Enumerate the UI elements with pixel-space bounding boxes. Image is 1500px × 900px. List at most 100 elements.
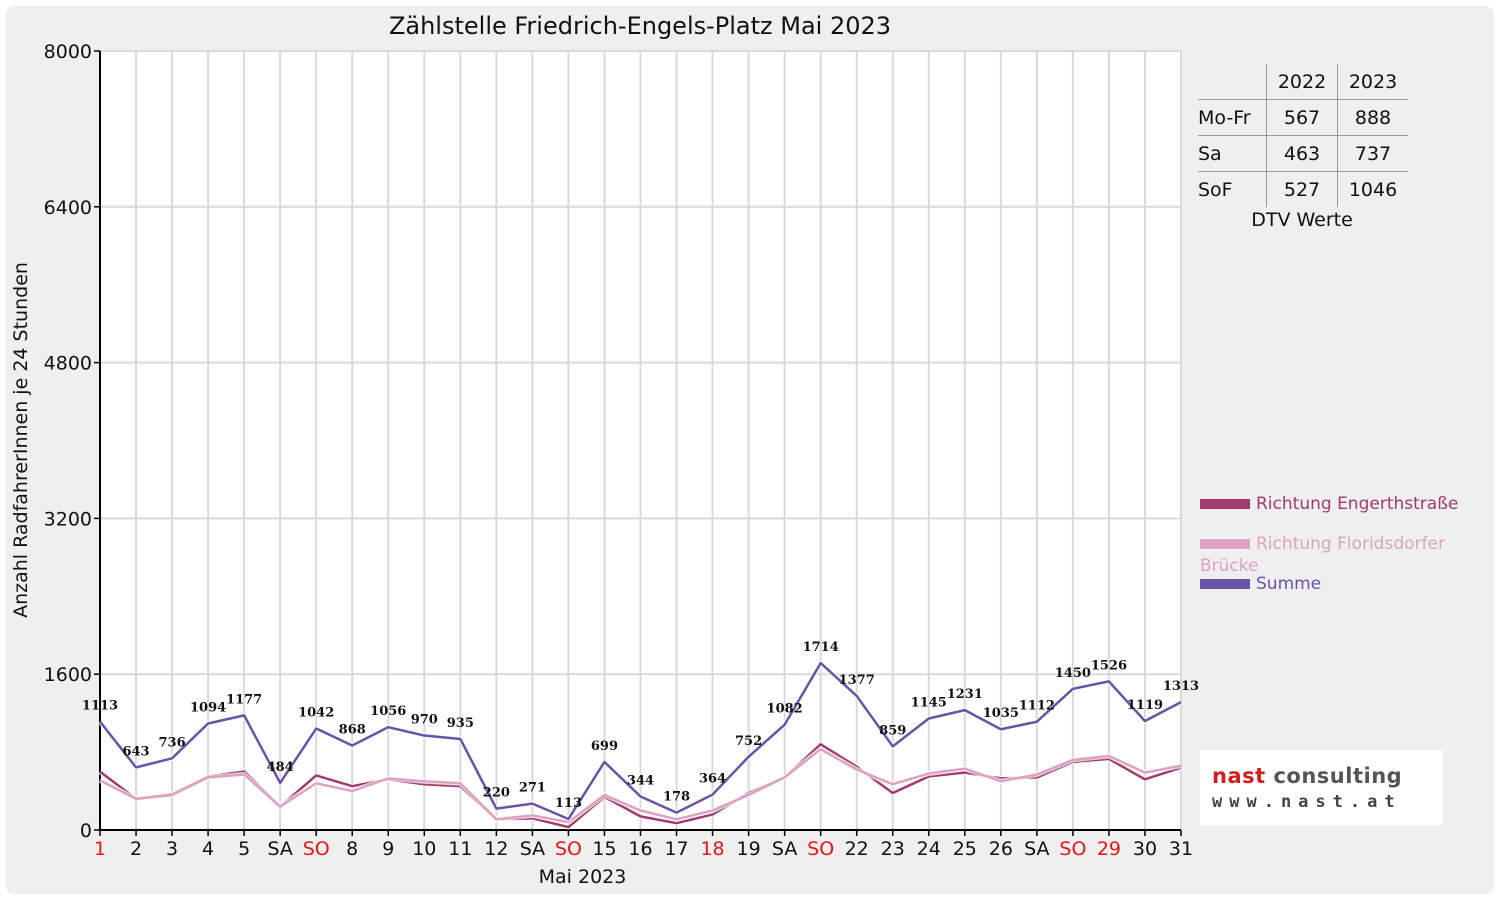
x-tick-label: 2 (130, 838, 142, 860)
dtv-header-2022: 2022 (1266, 64, 1338, 100)
x-tick-label: 19 (737, 838, 761, 860)
y-tick-label: 1600 (44, 664, 92, 686)
legend-item-floridsdorfer-bruecke: Richtung Floridsdorfer Brücke (1200, 533, 1500, 576)
dtv-row-label: SoF (1198, 171, 1267, 207)
y-tick-label: 0 (80, 820, 92, 842)
data-label: 699 (591, 739, 618, 754)
data-label: 113 (555, 796, 582, 811)
x-tick-label: 24 (917, 838, 941, 860)
chart-title: Zählstelle Friedrich-Engels-Platz Mai 20… (388, 12, 892, 40)
y-tick-label: 8000 (44, 41, 92, 63)
x-tick-label: SA (772, 838, 797, 860)
y-tick-label: 4800 (44, 353, 92, 375)
x-tick-label: 16 (628, 838, 652, 860)
dtv-row-sof: SoF 527 1046 (1198, 171, 1408, 207)
data-label: 364 (699, 772, 726, 787)
legend-swatch (1200, 499, 1250, 509)
x-tick-label: 8 (346, 838, 358, 860)
legend-label: Richtung Engerthstraße (1256, 494, 1459, 514)
x-tick-label: SO (555, 838, 582, 860)
data-label: 344 (627, 774, 654, 789)
data-label: 859 (879, 723, 906, 738)
data-label: 1714 (803, 640, 839, 655)
x-tick-label: SO (303, 838, 330, 860)
x-tick-label: 1 (94, 838, 106, 860)
x-tick-label: SA (520, 838, 545, 860)
x-tick-label: 26 (989, 838, 1013, 860)
x-tick-label: SA (1024, 838, 1049, 860)
legend-label: Summe (1256, 574, 1322, 594)
dtv-value: 527 (1266, 171, 1338, 207)
series-line-2 (99, 747, 1182, 824)
series-line-3 (99, 661, 1182, 821)
x-tick-label: 30 (1133, 838, 1157, 860)
dtv-row-label: Sa (1198, 135, 1267, 172)
x-tick-label: 31 (1169, 838, 1193, 860)
data-label: 1042 (298, 706, 334, 721)
data-label: 1119 (1127, 698, 1163, 713)
dtv-value: 1046 (1337, 171, 1408, 207)
data-label: 1082 (767, 702, 803, 717)
dtv-value: 737 (1337, 135, 1408, 172)
x-tick-label: 22 (845, 838, 869, 860)
data-label: 1094 (190, 700, 226, 715)
legend-label: Richtung Floridsdorfer Brücke (1200, 534, 1445, 576)
x-tick-label: SO (807, 838, 834, 860)
x-tick-label: 11 (448, 838, 472, 860)
legend-item-engerthstrasse: Richtung Engerthstraße (1200, 493, 1458, 515)
x-tick-label: 10 (412, 838, 436, 860)
data-label: 1145 (911, 696, 947, 711)
x-tick-label: 5 (238, 838, 250, 860)
x-tick-label: 23 (881, 838, 905, 860)
x-tick-label: 15 (592, 838, 616, 860)
y-tick-label: 3200 (44, 508, 92, 530)
data-label: 178 (663, 790, 690, 805)
data-label: 1450 (1055, 666, 1091, 681)
logo-wordmark: nast consulting (1212, 764, 1403, 788)
data-label: 970 (411, 713, 438, 728)
dtv-row-label: Mo-Fr (1198, 99, 1267, 136)
x-tick-label: 9 (382, 838, 394, 860)
logo-url: www.nast.at (1212, 792, 1402, 812)
y-axis-title: Anzahl RadfahrerInnen je 24 Stunden (10, 262, 32, 618)
data-label: 643 (122, 744, 149, 759)
data-label: 220 (483, 786, 510, 801)
data-label: 1177 (226, 692, 262, 707)
data-label: 1035 (983, 706, 1019, 721)
dtv-caption: DTV Werte (1251, 209, 1353, 231)
data-label: 736 (158, 735, 185, 750)
x-tick-label: 18 (700, 838, 724, 860)
x-tick-label: 12 (484, 838, 508, 860)
data-label: 1313 (1163, 679, 1199, 694)
x-tick-label: 3 (166, 838, 178, 860)
dtv-table: 2022 2023 Mo-Fr 567 888 Sa 463 737 SoF 5… (1198, 64, 1408, 207)
y-tick-label: 6400 (44, 197, 92, 219)
x-tick-label: 25 (953, 838, 977, 860)
data-label: 1377 (839, 673, 875, 688)
data-label: 1112 (1019, 699, 1055, 714)
dtv-header-row: 2022 2023 (1198, 64, 1408, 100)
dtv-row-sa: Sa 463 737 (1198, 135, 1408, 172)
x-tick-label: SO (1059, 838, 1086, 860)
data-label: 1231 (947, 687, 983, 702)
data-label: 1056 (370, 704, 406, 719)
data-label: 484 (267, 760, 294, 775)
dtv-value: 567 (1266, 99, 1338, 136)
legend-item-summe: Summe (1200, 573, 1321, 595)
dtv-value: 463 (1266, 135, 1338, 172)
data-label: 868 (339, 722, 366, 737)
legend-swatch (1200, 579, 1250, 589)
dtv-row-mofr: Mo-Fr 567 888 (1198, 99, 1408, 136)
legend-swatch (1200, 539, 1250, 549)
x-tick-label: 17 (664, 838, 688, 860)
data-label: 752 (735, 734, 762, 749)
x-axis-title: Mai 2023 (539, 866, 627, 888)
data-label: 1113 (82, 699, 118, 714)
nast-consulting-logo: nast consulting www.nast.at (1200, 750, 1443, 825)
x-tick-label: SA (267, 838, 292, 860)
dtv-value: 888 (1337, 99, 1408, 136)
data-label: 1526 (1091, 658, 1127, 673)
dtv-header-2023: 2023 (1337, 64, 1408, 100)
data-label: 271 (519, 781, 546, 796)
